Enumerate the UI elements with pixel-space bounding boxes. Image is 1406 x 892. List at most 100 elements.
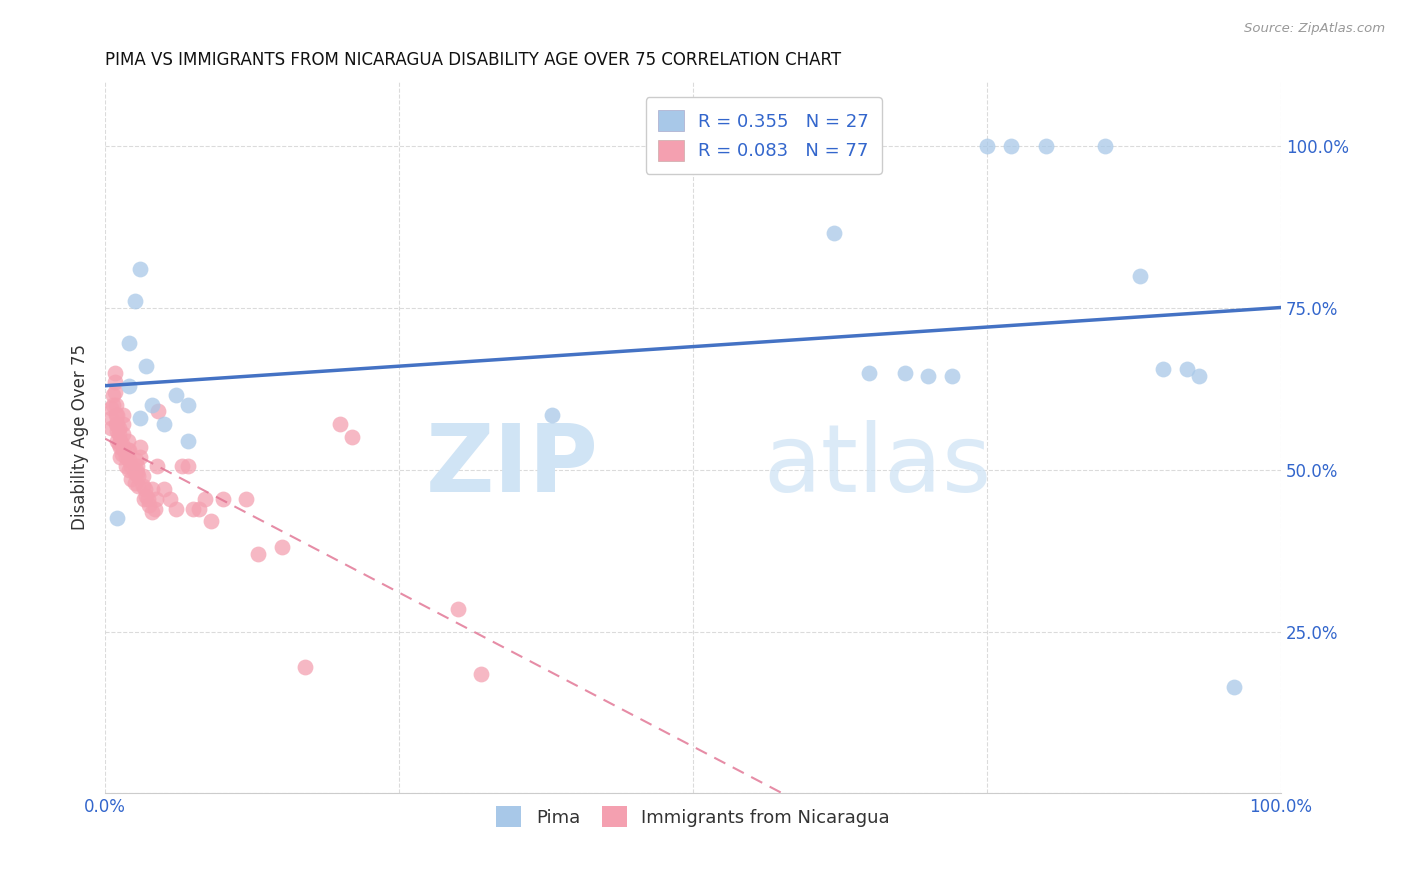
Point: [823, 227, 845, 241]
Point: [105, 417, 128, 432]
Text: atlas: atlas: [763, 420, 991, 512]
Point: [111, 437, 134, 451]
Point: [124, 475, 146, 490]
Point: [165, 388, 187, 402]
Point: [1129, 268, 1152, 283]
Point: [138, 498, 160, 512]
Point: [211, 491, 233, 506]
Point: [117, 443, 139, 458]
Point: [104, 408, 127, 422]
Point: [120, 472, 142, 486]
Point: [112, 443, 135, 458]
Point: [108, 420, 131, 434]
Point: [125, 463, 148, 477]
Point: [194, 491, 217, 506]
Point: [127, 469, 149, 483]
Point: [124, 466, 146, 480]
Point: [115, 459, 138, 474]
Point: [124, 294, 146, 309]
Point: [340, 430, 363, 444]
Point: [104, 366, 127, 380]
Point: [127, 479, 149, 493]
Point: [141, 398, 163, 412]
Point: [110, 450, 132, 464]
Point: [115, 450, 138, 464]
Point: [111, 408, 134, 422]
Point: [110, 440, 132, 454]
Point: [1094, 139, 1116, 153]
Point: [170, 459, 193, 474]
Point: [129, 440, 152, 454]
Point: [100, 420, 122, 434]
Point: [132, 479, 155, 493]
Point: [917, 368, 939, 383]
Point: [103, 388, 125, 402]
Point: [183, 501, 205, 516]
Point: [117, 434, 139, 448]
Point: [136, 491, 159, 506]
Point: [111, 427, 134, 442]
Point: [146, 404, 169, 418]
Point: [111, 446, 134, 460]
Text: Source: ZipAtlas.com: Source: ZipAtlas.com: [1244, 22, 1385, 36]
Point: [134, 482, 156, 496]
Point: [104, 417, 127, 432]
Point: [176, 398, 198, 412]
Point: [447, 602, 470, 616]
Point: [118, 378, 141, 392]
Point: [159, 491, 181, 506]
Point: [165, 501, 187, 516]
Point: [118, 443, 141, 458]
Text: PIMA VS IMMIGRANTS FROM NICARAGUA DISABILITY AGE OVER 75 CORRELATION CHART: PIMA VS IMMIGRANTS FROM NICARAGUA DISABI…: [105, 51, 841, 69]
Point: [329, 417, 352, 432]
Point: [100, 401, 122, 416]
Point: [235, 491, 257, 506]
Point: [129, 411, 152, 425]
Point: [111, 417, 134, 432]
Point: [1152, 362, 1174, 376]
Point: [941, 368, 963, 383]
Point: [118, 463, 141, 477]
Point: [100, 411, 122, 425]
Point: [294, 660, 316, 674]
Point: [129, 450, 152, 464]
Point: [103, 398, 125, 412]
Point: [976, 139, 998, 153]
Point: [118, 336, 141, 351]
Point: [104, 385, 127, 400]
Point: [104, 376, 127, 390]
Point: [141, 505, 163, 519]
Point: [146, 459, 169, 474]
Point: [132, 491, 155, 506]
Point: [118, 453, 141, 467]
Point: [145, 491, 167, 506]
Point: [108, 437, 131, 451]
Point: [858, 366, 880, 380]
Point: [125, 466, 148, 480]
Point: [893, 366, 915, 380]
Point: [129, 262, 152, 277]
Point: [1035, 139, 1057, 153]
Point: [541, 408, 564, 422]
Point: [105, 408, 128, 422]
Point: [105, 511, 128, 525]
Point: [176, 459, 198, 474]
Point: [105, 424, 128, 438]
Point: [108, 427, 131, 442]
Legend: Pima, Immigrants from Nicaragua: Pima, Immigrants from Nicaragua: [489, 799, 897, 834]
Point: [176, 434, 198, 448]
Point: [153, 482, 176, 496]
Y-axis label: Disability Age Over 75: Disability Age Over 75: [72, 344, 89, 531]
Point: [200, 515, 222, 529]
Point: [135, 359, 157, 373]
Point: [105, 434, 128, 448]
Point: [1188, 368, 1211, 383]
Point: [125, 453, 148, 467]
Point: [470, 666, 492, 681]
Point: [247, 547, 270, 561]
Point: [1000, 139, 1022, 153]
Point: [120, 459, 142, 474]
Point: [270, 541, 292, 555]
Point: [135, 489, 157, 503]
Point: [143, 501, 166, 516]
